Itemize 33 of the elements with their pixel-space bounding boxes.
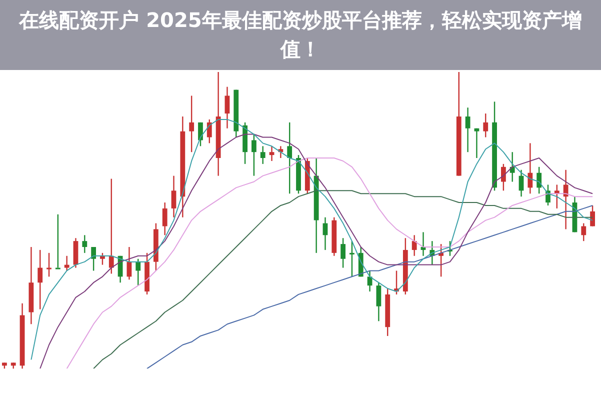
candlestick: [287, 122, 292, 194]
candlestick: [412, 234, 417, 256]
candlestick: [590, 204, 595, 227]
candlestick: [38, 249, 43, 310]
candlestick: [73, 237, 78, 268]
candlestick: [171, 175, 176, 218]
candlestick: [474, 128, 480, 159]
candlestick: [518, 169, 524, 198]
candlestick: [528, 142, 533, 194]
candlestick: [55, 214, 60, 270]
candlestick: [64, 255, 70, 272]
chart-title: 在线配资开户 2025年最佳配资炒股平台推荐，轻松实现资产增值！: [0, 0, 601, 70]
candlestick: [269, 146, 274, 162]
candlestick: [206, 118, 212, 144]
candlestick: [350, 240, 354, 278]
candlestick: [510, 151, 515, 182]
candlestick: [581, 222, 586, 242]
candlestick: [376, 282, 382, 322]
candlestick: [108, 178, 114, 274]
candlestick: [82, 234, 88, 254]
candlestick: [500, 163, 506, 192]
candlestick: [162, 202, 168, 236]
candlestick: [465, 106, 470, 153]
candlestick: [536, 166, 542, 194]
candlestick: [224, 86, 230, 129]
candlestick: [340, 237, 346, 268]
candlestick: [260, 146, 266, 165]
candlestick: [136, 258, 141, 286]
candlestick: [189, 95, 194, 153]
candlestick: [563, 169, 568, 230]
candlestick: [46, 252, 52, 278]
candlestick: [483, 112, 488, 138]
candlestick: [252, 134, 256, 176]
